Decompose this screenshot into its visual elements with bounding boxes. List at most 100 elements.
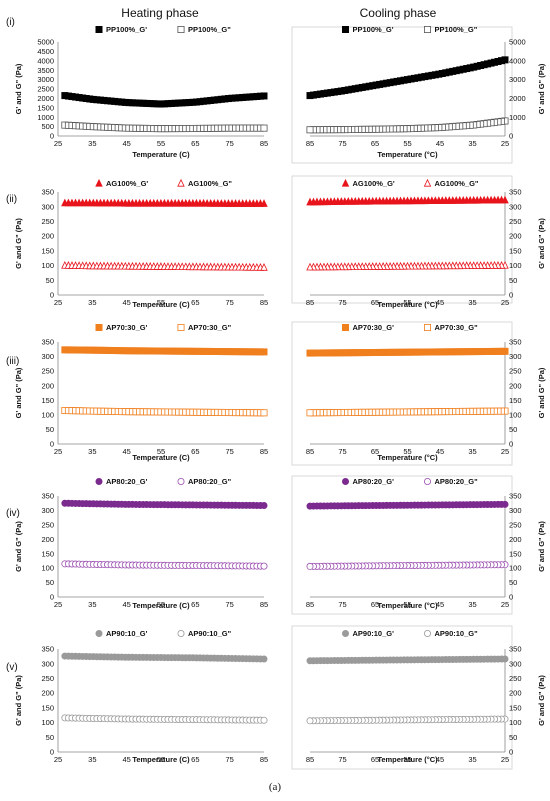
y-tick-label: 200 bbox=[509, 232, 522, 241]
y-tick-label: 350 bbox=[41, 492, 54, 501]
y-tick-label: 150 bbox=[41, 703, 54, 712]
series-storage-modulus bbox=[306, 655, 509, 665]
y-tick-label: 250 bbox=[41, 367, 54, 376]
y-tick-label: 100 bbox=[509, 410, 522, 419]
data-point bbox=[260, 124, 268, 132]
x-tick-label: 35 bbox=[88, 600, 96, 609]
x-axis-title: Temperature (°C) bbox=[377, 453, 438, 462]
row-label: (v) bbox=[6, 662, 18, 673]
row-label: (ii) bbox=[6, 194, 17, 205]
chart-frame bbox=[5, 26, 271, 164]
legend-entry: AP70:30_G' bbox=[106, 323, 148, 332]
y-tick-label: 300 bbox=[509, 202, 522, 211]
y-axis-title: G' and G" (Pa) bbox=[537, 367, 546, 418]
chart-3-cooling: 85 75 65 55 45 35 250 50 100 150 200 250 300 350 Tempe… bbox=[291, 321, 546, 466]
x-axis-title: Temperature (°C) bbox=[377, 755, 438, 764]
legend-marker bbox=[177, 477, 185, 485]
y-tick-label: 3000 bbox=[509, 75, 526, 84]
y-tick-label: 300 bbox=[41, 202, 54, 211]
y-tick-label: 300 bbox=[41, 352, 54, 361]
data-point bbox=[260, 263, 268, 271]
y-tick-label: 50 bbox=[46, 733, 54, 742]
chart-frame bbox=[291, 475, 513, 615]
x-tick-label: 75 bbox=[225, 447, 233, 456]
legend-marker bbox=[341, 477, 349, 485]
legend-entry: PP100%_G' bbox=[106, 25, 147, 34]
x-tick-label: 45 bbox=[436, 600, 444, 609]
x-tick-label: 85 bbox=[260, 298, 268, 307]
chart-5-heating: 25 35 45 55 65 75 85 0 50 100 150 200 250 300 350 Tempe… bbox=[5, 625, 271, 770]
y-tick-label: 0 bbox=[509, 440, 513, 449]
x-tick-label: 55 bbox=[403, 447, 411, 456]
x-tick-label: 45 bbox=[122, 447, 130, 456]
legend-marker bbox=[95, 477, 103, 485]
legend-entry: AP80:20_G' bbox=[353, 477, 395, 486]
y-tick-label: 50 bbox=[509, 733, 517, 742]
x-axis-title: Temperature (°C) bbox=[377, 150, 438, 159]
series-storage-modulus bbox=[61, 198, 268, 207]
chart-frame bbox=[5, 475, 271, 615]
legend-entry: PP100%_G' bbox=[353, 25, 394, 34]
legend-entry: AG100%_G" bbox=[188, 179, 232, 188]
data-point bbox=[260, 502, 268, 510]
legend-entry: PP100%_G" bbox=[188, 25, 231, 34]
x-tick-label: 65 bbox=[371, 139, 379, 148]
legend-marker bbox=[423, 630, 431, 638]
data-point bbox=[306, 717, 314, 725]
y-tick-label: 2000 bbox=[37, 94, 54, 103]
x-tick-label: 45 bbox=[122, 755, 130, 764]
legend-marker bbox=[341, 323, 349, 331]
x-tick-label: 25 bbox=[501, 600, 509, 609]
chart-1-heating: 25 35 45 55 65 75 85 05001000150020002500300035… bbox=[5, 25, 271, 164]
y-tick-label: 2500 bbox=[37, 85, 54, 94]
x-tick-label: 85 bbox=[306, 139, 314, 148]
row-label: (iii) bbox=[6, 356, 19, 367]
x-tick-label: 85 bbox=[306, 600, 314, 609]
legend-marker bbox=[177, 323, 185, 331]
x-tick-label: 65 bbox=[191, 298, 199, 307]
x-tick-label: 75 bbox=[338, 755, 346, 764]
y-tick-label: 200 bbox=[509, 689, 522, 698]
x-tick-label: 25 bbox=[54, 139, 62, 148]
x-tick-label: 45 bbox=[436, 447, 444, 456]
chart-1-cooling: 85 75 65 55 45 35 250 1000 2000 3000 4000 5000 Tempe… bbox=[291, 25, 546, 164]
data-point bbox=[306, 657, 314, 665]
y-axis-title: G' and G" (Pa) bbox=[537, 521, 546, 572]
x-tick-label: 25 bbox=[501, 755, 509, 764]
series-storage-modulus bbox=[306, 347, 509, 357]
x-tick-label: 55 bbox=[403, 139, 411, 148]
y-tick-label: 50 bbox=[509, 276, 517, 285]
y-axis-title: G' and G" (Pa) bbox=[14, 521, 23, 572]
data-point bbox=[306, 197, 314, 206]
y-axis-title: G' and G" (Pa) bbox=[537, 675, 546, 726]
chart-frame bbox=[291, 26, 513, 164]
series-loss-modulus bbox=[306, 260, 509, 271]
x-tick-label: 75 bbox=[225, 600, 233, 609]
x-tick-label: 35 bbox=[88, 447, 96, 456]
y-tick-label: 300 bbox=[509, 352, 522, 361]
y-tick-label: 150 bbox=[509, 246, 522, 255]
x-tick-label: 35 bbox=[468, 755, 476, 764]
x-tick-label: 25 bbox=[501, 447, 509, 456]
x-tick-label: 85 bbox=[306, 447, 314, 456]
series-loss-modulus bbox=[61, 406, 268, 417]
y-tick-label: 300 bbox=[41, 659, 54, 668]
y-tick-label: 150 bbox=[509, 703, 522, 712]
x-tick-label: 25 bbox=[501, 139, 509, 148]
chart-frame bbox=[5, 321, 271, 466]
chart-frame bbox=[5, 625, 271, 770]
chart-frame bbox=[5, 175, 271, 304]
x-tick-label: 55 bbox=[157, 298, 165, 307]
y-tick-label: 50 bbox=[46, 578, 54, 587]
x-tick-label: 55 bbox=[157, 600, 165, 609]
y-tick-label: 100 bbox=[41, 410, 54, 419]
legend-entry: AP80:20_G' bbox=[106, 477, 148, 486]
series-loss-modulus bbox=[306, 715, 509, 725]
y-tick-label: 350 bbox=[41, 338, 54, 347]
cooling-phase-heading: Cooling phase bbox=[360, 6, 437, 20]
y-tick-label: 200 bbox=[41, 535, 54, 544]
series-loss-modulus bbox=[61, 560, 268, 570]
y-tick-label: 200 bbox=[509, 535, 522, 544]
row-label: (iv) bbox=[6, 508, 20, 519]
x-tick-label: 85 bbox=[260, 755, 268, 764]
